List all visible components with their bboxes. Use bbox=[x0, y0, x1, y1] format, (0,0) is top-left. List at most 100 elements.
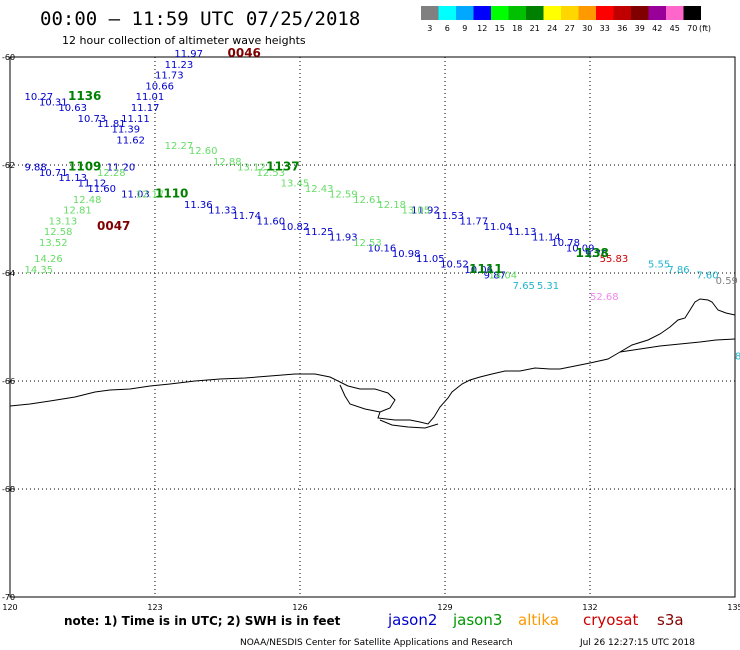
legend-label: 30 bbox=[582, 24, 592, 33]
wave-height-value: 10.27 bbox=[25, 92, 54, 103]
wave-height-value: 11.77 bbox=[460, 216, 489, 227]
longitude-tick-label: 120 bbox=[2, 603, 17, 612]
wave-height-value: 12.53 bbox=[353, 238, 382, 249]
coastline-segment-east bbox=[619, 338, 736, 353]
longitude-tick-label: 135 bbox=[727, 603, 740, 612]
wave-height-value: 11.23 bbox=[165, 60, 194, 71]
wave-height-value: 11.74 bbox=[232, 211, 261, 222]
longitude-tick-label: 126 bbox=[292, 603, 307, 612]
wave-height-value: 10.66 bbox=[145, 81, 174, 92]
wave-height-value: 11.03 bbox=[121, 189, 150, 200]
legend-swatch bbox=[473, 6, 491, 20]
legend-label: 36 bbox=[617, 24, 627, 33]
map-frame bbox=[9, 56, 736, 598]
satellite-name: altika bbox=[518, 611, 559, 629]
wave-height-value: 8. bbox=[735, 351, 740, 362]
pass-time-labels: 0046 1136 1109 1137 1110 0047 1138 1111 bbox=[68, 46, 609, 276]
legend-label: 12 bbox=[477, 24, 487, 33]
wave-height-value: 10.31 bbox=[39, 98, 68, 109]
satellite-name: s3a bbox=[657, 611, 684, 629]
legend-swatch bbox=[683, 6, 701, 20]
wave-height-value: 11.53 bbox=[435, 211, 464, 222]
wave-height-value: 11.60 bbox=[87, 184, 116, 195]
legend-swatch bbox=[578, 6, 596, 20]
wave-height-value: 11.01 bbox=[136, 92, 165, 103]
legend-swatch bbox=[561, 6, 579, 20]
pass-time-label: 1109 bbox=[68, 159, 101, 173]
antarctic-coastline bbox=[9, 298, 736, 425]
wave-height-value: 11.81 bbox=[97, 119, 126, 130]
longitude-labels: 120 123 126 129 132 135 bbox=[2, 603, 740, 612]
subtitle: 12 hour collection of altimeter wave hei… bbox=[62, 34, 306, 47]
legend-swatch bbox=[613, 6, 631, 20]
color-legend: 3 6 9 12 15 18 21 24 27 30 33 36 39 42 45 70 (ft) bbox=[421, 6, 711, 33]
legend-swatch bbox=[508, 6, 526, 20]
legend-swatch bbox=[421, 6, 439, 20]
wave-height-value: 9.88 bbox=[25, 162, 47, 173]
wave-height-value: 13.05 bbox=[402, 206, 431, 217]
satellite-name: jason3 bbox=[452, 611, 502, 629]
latitude-tick-label: -62 bbox=[2, 161, 15, 170]
wave-height-value: 11.14 bbox=[532, 233, 561, 244]
wave-height-value: 10.52 bbox=[440, 260, 469, 271]
wave-height-value: 12.28 bbox=[97, 168, 126, 179]
wave-height-value: 11.92 bbox=[411, 206, 440, 217]
legend-swatch bbox=[526, 6, 544, 20]
legend-label: 15 bbox=[495, 24, 505, 33]
legend-swatch bbox=[596, 6, 614, 20]
wave-height-value: 11.12 bbox=[78, 179, 107, 190]
legend-swatch bbox=[648, 6, 666, 20]
wave-height-value: 11.62 bbox=[116, 135, 145, 146]
longitude-tick-label: 129 bbox=[437, 603, 452, 612]
wave-height-value: 12.43 bbox=[305, 184, 334, 195]
legend-swatch bbox=[491, 6, 509, 20]
wave-height-value: 12.58 bbox=[44, 227, 73, 238]
latitude-tick-label: -68 bbox=[2, 485, 15, 494]
legend-swatch bbox=[631, 6, 649, 20]
ice-tongue bbox=[339, 384, 439, 429]
wave-height-value: 10.71 bbox=[39, 168, 68, 179]
wave-height-value: 12.81 bbox=[63, 206, 92, 217]
legend-label: 42 bbox=[652, 24, 662, 33]
page-title: 00:00 – 11:59 UTC 07/25/2018 bbox=[40, 8, 360, 30]
longitude-tick-label: 132 bbox=[582, 603, 597, 612]
wave-height-value: 55.83 bbox=[600, 254, 629, 265]
legend-label: 6 bbox=[445, 24, 450, 33]
legend-label: 70 bbox=[687, 24, 697, 33]
legend-label: 45 bbox=[670, 24, 680, 33]
legend-label: 9 bbox=[462, 24, 467, 33]
wave-height-value: 11.36 bbox=[184, 200, 213, 211]
wave-height-value: 11.33 bbox=[208, 206, 237, 217]
latitude-tick-label: -60 bbox=[2, 53, 15, 62]
legend-label: 33 bbox=[600, 24, 610, 33]
pass-time-label: 1137 bbox=[266, 159, 299, 173]
latitude-tick-label: -70 bbox=[2, 593, 15, 602]
wave-height-value: 11.13 bbox=[508, 227, 537, 238]
wave-height-value: 52.68 bbox=[590, 292, 619, 303]
wave-height-value: 12.61 bbox=[353, 195, 382, 206]
wave-height-value: 7.86 bbox=[667, 265, 689, 276]
timestamp: Jul 26 12:27:15 UTC 2018 bbox=[579, 638, 695, 648]
wave-height-value: 10.16 bbox=[368, 243, 397, 254]
wave-height-value: 12.18 bbox=[377, 200, 406, 211]
wave-height-value: 7.60 bbox=[696, 270, 718, 281]
legend-label: 21 bbox=[530, 24, 540, 33]
wave-height-value: 10.09 bbox=[566, 243, 595, 254]
wave-height-value: 11.60 bbox=[257, 216, 286, 227]
wave-height-value: 5.31 bbox=[537, 281, 559, 292]
wave-height-value: 13.52 bbox=[39, 238, 68, 249]
pass-time-label: 1138 bbox=[576, 246, 609, 260]
wave-height-value: 11.73 bbox=[155, 71, 184, 82]
wave-height-value: 11.11 bbox=[121, 114, 150, 125]
latitude-labels: -60 -62 -64 -66 -68 -70 bbox=[2, 53, 15, 602]
wave-height-value: 10.63 bbox=[58, 103, 87, 114]
wave-height-value: 5.55 bbox=[648, 260, 670, 271]
wave-height-value: 12.53 bbox=[257, 168, 286, 179]
wave-height-value: 10.78 bbox=[551, 238, 580, 249]
legend-swatch bbox=[666, 6, 684, 20]
wave-height-value: 13.13 bbox=[49, 216, 78, 227]
wave-height-value: 9.76 bbox=[585, 249, 607, 260]
wave-height-value: 10.73 bbox=[78, 114, 107, 125]
wave-height-value: 14.04 bbox=[489, 270, 518, 281]
